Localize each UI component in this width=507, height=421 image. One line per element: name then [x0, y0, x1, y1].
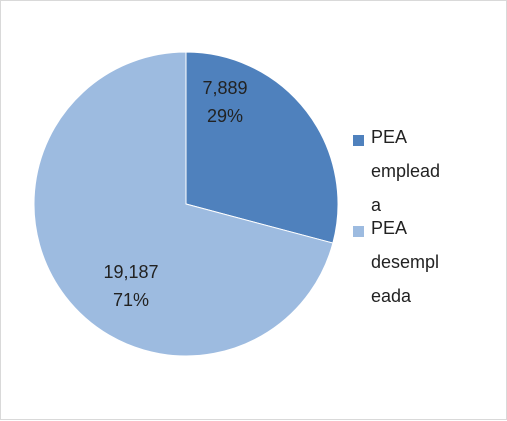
legend-item: PEA empleada — [353, 127, 449, 222]
pie-slice — [33, 51, 334, 357]
value-label: 19,187 — [103, 262, 158, 282]
legend-label: PEA empleada — [371, 127, 441, 215]
percent-label: 29% — [207, 106, 243, 126]
value-label: 7,889 — [202, 78, 247, 98]
legend-label: PEA desempleada — [371, 218, 440, 306]
pie-slice — [185, 51, 339, 244]
legend-item: PEA desempleada — [353, 218, 449, 313]
percent-label: 71% — [113, 290, 149, 310]
legend-swatch — [353, 135, 364, 146]
legend-swatch — [353, 226, 364, 237]
